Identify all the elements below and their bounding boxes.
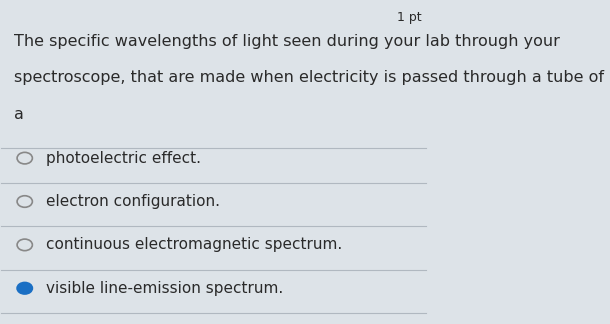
Text: spectroscope, that are made when electricity is passed through a tube of gas is: spectroscope, that are made when electri… — [14, 70, 610, 86]
Text: continuous electromagnetic spectrum.: continuous electromagnetic spectrum. — [46, 237, 342, 252]
Circle shape — [17, 283, 32, 294]
Text: The specific wavelengths of light seen during your lab through your: The specific wavelengths of light seen d… — [14, 33, 560, 49]
Text: electron configuration.: electron configuration. — [46, 194, 220, 209]
Text: visible line-emission spectrum.: visible line-emission spectrum. — [46, 281, 283, 296]
Text: photoelectric effect.: photoelectric effect. — [46, 151, 201, 166]
Text: 1 pt: 1 pt — [397, 11, 422, 24]
Text: a: a — [14, 107, 24, 122]
